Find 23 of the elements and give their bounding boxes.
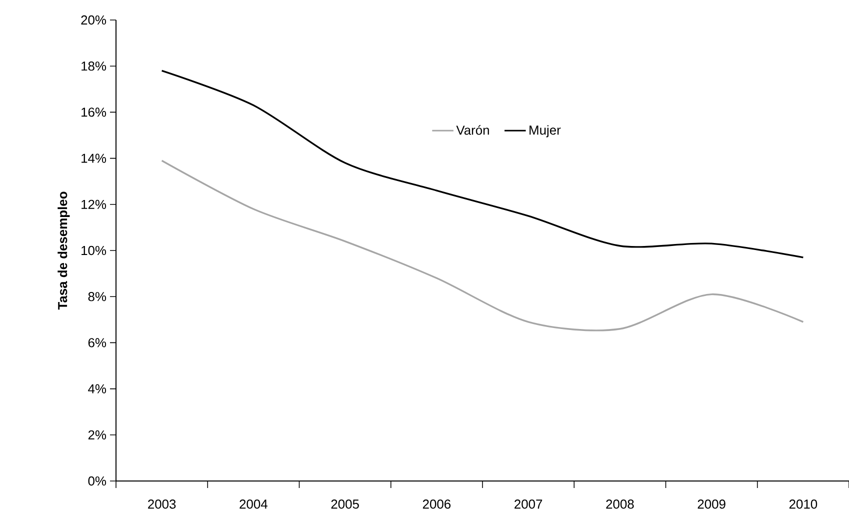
- x-tick-label: 2005: [331, 500, 359, 509]
- y-tick-label: 4%: [88, 384, 106, 394]
- y-tick-label: 2%: [88, 430, 106, 440]
- y-tick-label: 6%: [88, 338, 106, 348]
- line-series: [160, 70, 804, 258]
- y-tick-label: 16%: [82, 108, 106, 117]
- x-tick-label: 2007: [514, 500, 542, 509]
- x-tick-label: 2004: [240, 500, 268, 509]
- x-tick-label: 2008: [606, 500, 634, 509]
- y-axis-title: Tasa de desempleo: [58, 192, 70, 310]
- x-tick-label: 2006: [422, 500, 451, 509]
- x-tick-label: 2009: [698, 500, 726, 509]
- y-tick-label: 20%: [81, 15, 106, 25]
- legend-label: Mujer: [530, 125, 561, 138]
- y-tick-label: 18%: [82, 62, 106, 71]
- y-tick-label: 8%: [88, 292, 106, 302]
- y-tick-label: 0%: [88, 476, 106, 486]
- legend-label: Varón: [456, 125, 489, 135]
- y-tick-label: 14%: [82, 154, 106, 163]
- y-tick-label: 12%: [82, 200, 106, 209]
- x-tick-label: 2010: [789, 500, 818, 509]
- x-tick-label: 2003: [148, 500, 176, 509]
- y-tick-label: 10%: [82, 246, 106, 256]
